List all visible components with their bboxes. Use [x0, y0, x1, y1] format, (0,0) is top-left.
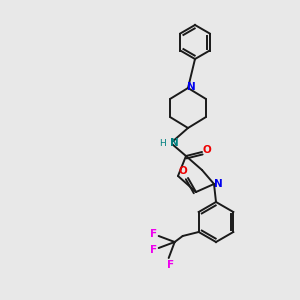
Text: N: N: [170, 138, 179, 148]
Text: F: F: [150, 229, 157, 239]
Text: H: H: [159, 139, 166, 148]
Text: F: F: [167, 260, 174, 270]
Text: F: F: [150, 245, 157, 255]
Text: O: O: [202, 145, 211, 155]
Text: O: O: [178, 166, 188, 176]
Text: N: N: [187, 82, 195, 92]
Text: N: N: [214, 179, 222, 189]
